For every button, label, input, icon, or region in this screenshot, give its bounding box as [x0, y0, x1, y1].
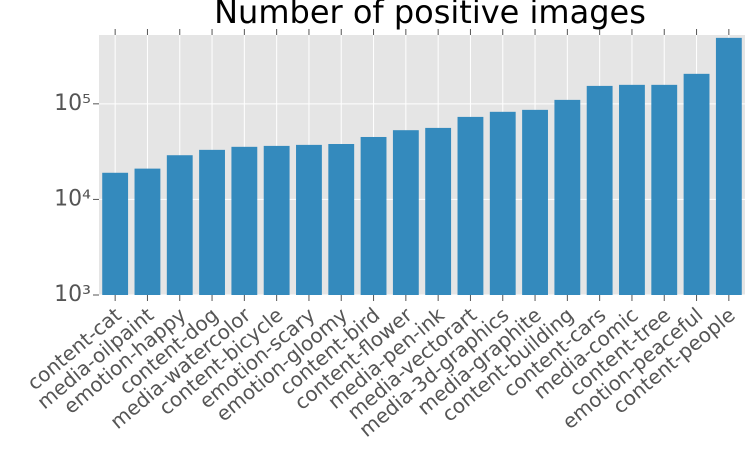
bar — [457, 116, 484, 296]
bar — [231, 146, 258, 295]
bar — [360, 136, 387, 295]
bar — [715, 37, 742, 296]
plot-area — [99, 35, 745, 295]
bar — [683, 73, 710, 295]
bar — [586, 85, 613, 295]
bar — [619, 84, 645, 295]
bar — [425, 127, 452, 295]
bar — [651, 84, 678, 295]
bar — [554, 99, 581, 296]
bar — [134, 168, 161, 295]
bar — [328, 144, 355, 295]
bar — [392, 130, 419, 295]
y-tick-label: 10⁵ — [54, 91, 91, 116]
bar — [102, 172, 129, 295]
y-tick-label: 10⁴ — [54, 186, 91, 211]
bar — [296, 144, 322, 295]
bar — [489, 111, 516, 295]
bar — [166, 155, 193, 295]
bar — [199, 149, 225, 295]
chart-title: Number of positive images — [214, 0, 646, 31]
bar — [522, 109, 548, 295]
bar — [263, 145, 290, 295]
y-tick-label: 10³ — [54, 282, 91, 307]
